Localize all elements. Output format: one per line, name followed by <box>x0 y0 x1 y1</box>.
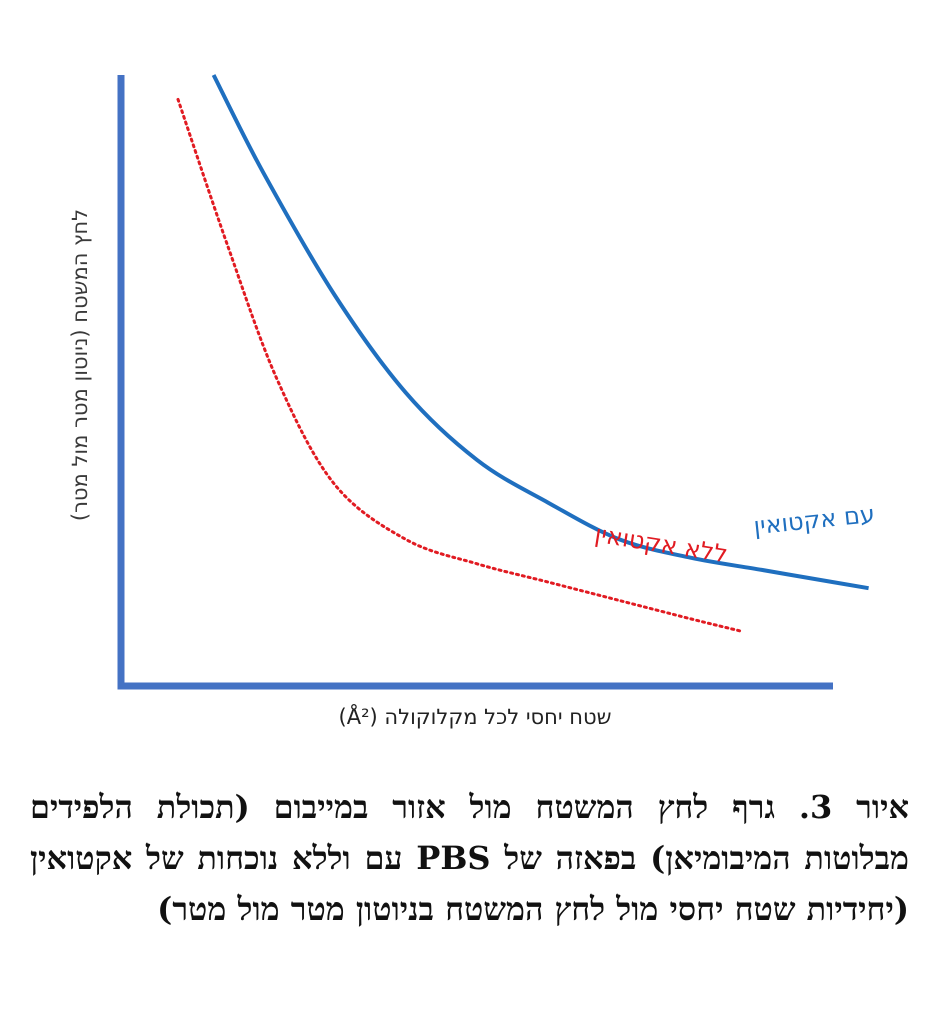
chart-plot: עם אקטואין ללא אקטואין <box>117 74 876 690</box>
figure-caption: איור 3. גרף לחץ המשטח מול אזור במייבום (… <box>30 788 910 928</box>
x-axis-label: שטח יחסי לכל מקלוקולה (Å²) <box>338 705 612 729</box>
y-axis-label: לחץ המשטח (ניוטון מטר מול מטר) <box>68 208 92 522</box>
series-line-0 <box>211 74 869 591</box>
series-line-1 <box>176 97 742 633</box>
series-label-0: עם אקטואין <box>752 500 876 541</box>
chart-area: עם אקטואין ללא אקטואין לחץ המשטח (ניוטון … <box>68 74 876 729</box>
series-label-1: ללא אקטואין <box>593 520 730 569</box>
